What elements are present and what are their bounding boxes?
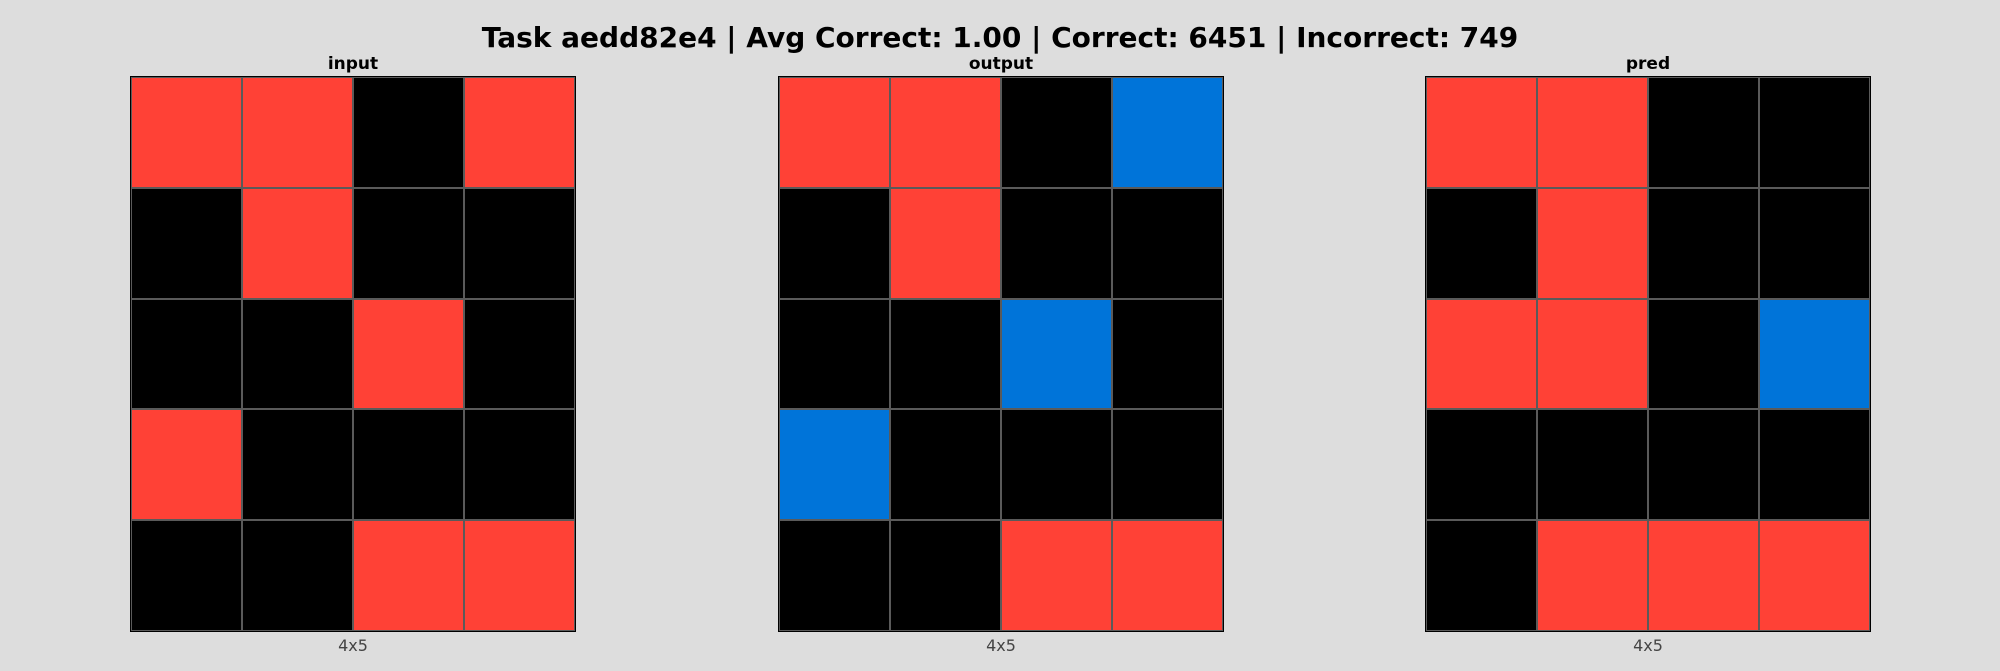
- grid-cell: [1426, 298, 1537, 410]
- grid-cell: [464, 298, 575, 410]
- grid-cell: [242, 187, 353, 299]
- grid-cell: [1112, 298, 1223, 410]
- grid-cell: [242, 298, 353, 410]
- grid-cell: [1426, 187, 1537, 299]
- grid-cell: [1759, 187, 1870, 299]
- grid-cell: [1112, 187, 1223, 299]
- grid-cell: [1537, 298, 1648, 410]
- grid-output: [778, 76, 1224, 632]
- grid-cell: [779, 77, 890, 188]
- grid-cell: [1759, 520, 1870, 631]
- grid-cell: [890, 520, 1001, 631]
- grid-cell: [1426, 409, 1537, 521]
- grid-cell: [242, 77, 353, 188]
- grid-cell: [464, 77, 575, 188]
- grid-cell: [1759, 298, 1870, 410]
- grid-cell: [1648, 187, 1759, 299]
- grid-cell: [353, 187, 464, 299]
- grid-cell: [131, 520, 242, 631]
- grid-cell: [1001, 520, 1112, 631]
- grid-cell: [464, 409, 575, 521]
- grid-cell: [890, 298, 1001, 410]
- grid-cell: [131, 187, 242, 299]
- grid-size-label-output: 4x5: [986, 636, 1016, 655]
- grid-cell: [1537, 77, 1648, 188]
- grid-cell: [1001, 187, 1112, 299]
- grid-cell: [1426, 77, 1537, 188]
- grid-cell: [1112, 77, 1223, 188]
- panel-output: output 4x5: [778, 52, 1224, 657]
- grid-size-label-pred: 4x5: [1633, 636, 1663, 655]
- grid-cell: [131, 298, 242, 410]
- grid-cell: [353, 520, 464, 631]
- grid-cell: [464, 187, 575, 299]
- grid-cell: [353, 77, 464, 188]
- panel-title-pred: pred: [1625, 54, 1671, 74]
- grid-cell: [1648, 298, 1759, 410]
- grid-cell: [353, 298, 464, 410]
- grid-cell: [890, 187, 1001, 299]
- figure-title: Task aedd82e4 | Avg Correct: 1.00 | Corr…: [481, 21, 1519, 54]
- grid-input: [130, 76, 576, 632]
- grid-cell: [1648, 409, 1759, 521]
- grid-cell: [1001, 298, 1112, 410]
- grid-cell: [1537, 187, 1648, 299]
- grid-cell: [1759, 77, 1870, 188]
- grid-cell: [1426, 520, 1537, 631]
- panel-title-output: output: [968, 54, 1034, 74]
- grid-cell: [131, 77, 242, 188]
- grid-cell: [890, 77, 1001, 188]
- grid-cell: [242, 520, 353, 631]
- grid-cell: [779, 409, 890, 521]
- grid-cell: [1648, 77, 1759, 188]
- grid-cell: [1001, 77, 1112, 188]
- grid-cell: [464, 520, 575, 631]
- grid-cell: [1537, 409, 1648, 521]
- grid-cell: [1112, 520, 1223, 631]
- grid-cell: [1112, 409, 1223, 521]
- grid-cell: [779, 520, 890, 631]
- grid-cell: [1648, 520, 1759, 631]
- grid-cell: [779, 187, 890, 299]
- grid-size-label-input: 4x5: [338, 636, 368, 655]
- panel-input: input 4x5: [130, 52, 576, 657]
- grid-cell: [131, 409, 242, 521]
- grid-pred: [1425, 76, 1871, 632]
- grid-cell: [353, 409, 464, 521]
- grid-cell: [242, 409, 353, 521]
- grid-cell: [890, 409, 1001, 521]
- panel-pred: pred 4x5: [1425, 52, 1871, 657]
- grid-cell: [1759, 409, 1870, 521]
- grid-cell: [779, 298, 890, 410]
- grid-cell: [1537, 520, 1648, 631]
- panel-title-input: input: [327, 54, 379, 74]
- grid-cell: [1001, 409, 1112, 521]
